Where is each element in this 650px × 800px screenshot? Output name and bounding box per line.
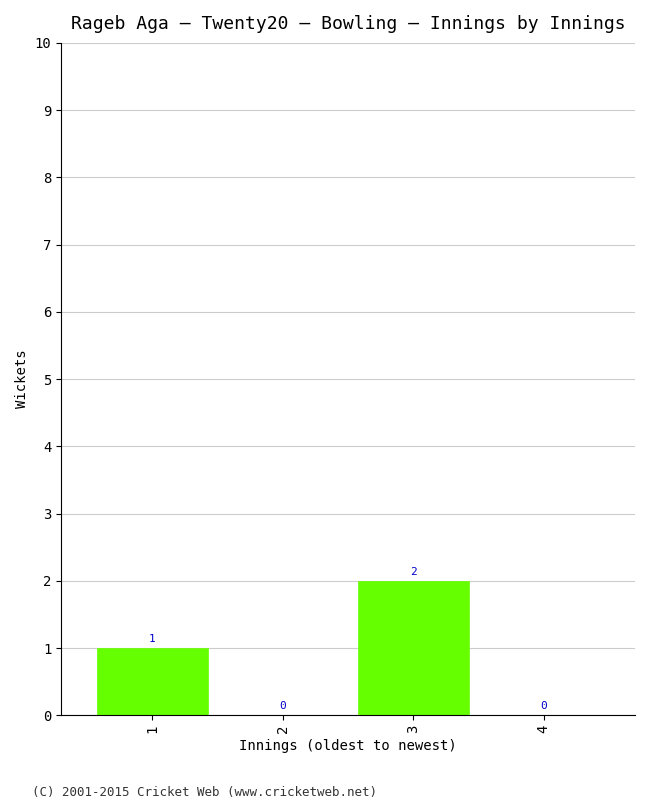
Text: 0: 0 xyxy=(540,702,547,711)
Title: Rageb Aga – Twenty20 – Bowling – Innings by Innings: Rageb Aga – Twenty20 – Bowling – Innings… xyxy=(71,15,625,33)
X-axis label: Innings (oldest to newest): Innings (oldest to newest) xyxy=(239,739,457,753)
Bar xyxy=(358,581,469,715)
Text: 0: 0 xyxy=(280,702,286,711)
Y-axis label: Wickets: Wickets xyxy=(15,350,29,409)
Text: 2: 2 xyxy=(410,567,417,577)
Text: (C) 2001-2015 Cricket Web (www.cricketweb.net): (C) 2001-2015 Cricket Web (www.cricketwe… xyxy=(32,786,378,799)
Text: 1: 1 xyxy=(149,634,156,644)
Bar xyxy=(97,648,208,715)
